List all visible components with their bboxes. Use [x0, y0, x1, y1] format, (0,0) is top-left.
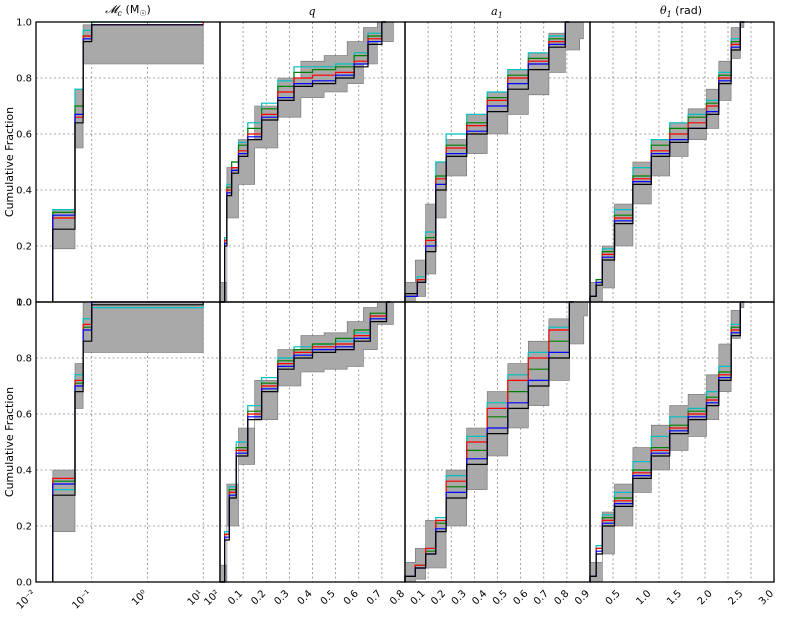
xtick-label-1-0: 10² — [203, 588, 223, 608]
series-red-1-2 — [404, 301, 574, 582]
band-1-2 — [404, 301, 588, 583]
xtick-label-1-7: 0.7 — [365, 588, 384, 607]
xtick-label-2-1: 0.1 — [409, 588, 428, 607]
ytick-label-0-4: 0.8 — [16, 74, 32, 85]
xtick-label-3-1: 0.5 — [604, 588, 623, 607]
xtick-label-1-5: 0.5 — [319, 588, 338, 607]
xtick-label-2-6: 0.6 — [511, 588, 530, 607]
xtick-label-1-2: 0.2 — [249, 588, 268, 607]
xtick-label-3-4: 2.0 — [696, 588, 715, 607]
ytick-label-1-3: 0.6 — [16, 410, 32, 421]
xtick-label-2-2: 0.2 — [429, 588, 448, 607]
series-green-1-1 — [220, 301, 391, 583]
ytick-label-1-0: 0.0 — [16, 578, 32, 589]
xtick-label-3-2: 1.0 — [634, 588, 653, 607]
ytick-label-1-1: 0.2 — [16, 522, 32, 533]
xtick-label-3-6: 3.0 — [757, 588, 776, 607]
xtick-label-2-8: 0.8 — [553, 588, 572, 607]
series-black-0-0 — [52, 24, 204, 302]
series-red-1-1 — [220, 301, 391, 583]
xtick-label-0-2: 10⁰ — [130, 588, 150, 608]
ytick-label-0-0: 0.0 — [16, 298, 32, 309]
series-black-1-0 — [52, 302, 204, 582]
xtick-label-2-5: 0.5 — [491, 588, 510, 607]
panel-frame-1-3 — [589, 301, 775, 583]
series-black-0-3 — [589, 21, 745, 302]
xtick-label-0-0: 10⁻² — [15, 588, 38, 611]
labels-group: 𝓜c (M☉) q a1 θ1 (rad) Cumulative Fractio… — [3, 3, 702, 497]
col-title-a1: a1 — [491, 5, 503, 20]
series-black-0-2 — [404, 21, 570, 302]
xtick-label-1-3: 0.3 — [272, 588, 291, 607]
series-blue-1-1 — [220, 301, 391, 583]
ytick-label-0-5: 1.0 — [16, 18, 32, 29]
series-black-1-1 — [220, 301, 391, 583]
xtick-label-0-1: 10⁻¹ — [71, 588, 94, 611]
band-0-2 — [404, 21, 584, 303]
series-black-1-3 — [589, 301, 745, 582]
ylabel-row1: Cumulative Fraction — [3, 107, 16, 217]
col-title-theta1: θ1 (rad) — [660, 4, 702, 19]
xtick-label-2-0: 0.8 — [388, 588, 407, 607]
xtick-label-3-3: 1.5 — [665, 588, 684, 607]
ytick-label-0-3: 0.6 — [16, 130, 32, 141]
band-0-1 — [219, 21, 398, 303]
series-black-1-2 — [404, 301, 574, 582]
ytick-label-1-4: 0.8 — [16, 354, 32, 365]
ytick-label-0-2: 0.4 — [16, 186, 32, 197]
xtick-label-1-1: 0.1 — [226, 588, 245, 607]
xtick-label-1-6: 0.6 — [342, 588, 361, 607]
ytick-label-1-5: 1.0 — [16, 298, 32, 309]
xtick-label-2-4: 0.4 — [470, 588, 489, 607]
series-cyan-1-1 — [220, 301, 391, 583]
xtick-label-2-3: 0.3 — [450, 588, 469, 607]
ytick-label-0-1: 0.2 — [16, 242, 32, 253]
band-1-0 — [52, 301, 204, 532]
panels-group: 0.00.20.40.60.81.00.00.20.40.60.81.010⁻²… — [15, 18, 776, 612]
xtick-label-3-5: 2.5 — [726, 588, 745, 607]
ytick-label-1-2: 0.4 — [16, 466, 32, 477]
ylabel-row2: Cumulative Fraction — [3, 387, 16, 497]
xtick-label-1-4: 0.4 — [296, 588, 315, 607]
col-title-mc: 𝓜c (M☉) — [105, 3, 151, 18]
xtick-label-0-3: 10¹ — [186, 588, 206, 608]
series-black-0-1 — [220, 21, 386, 303]
xtick-label-3-0: 0.9 — [573, 588, 592, 607]
col-title-q: q — [308, 5, 315, 18]
xtick-label-2-7: 0.7 — [532, 588, 551, 607]
